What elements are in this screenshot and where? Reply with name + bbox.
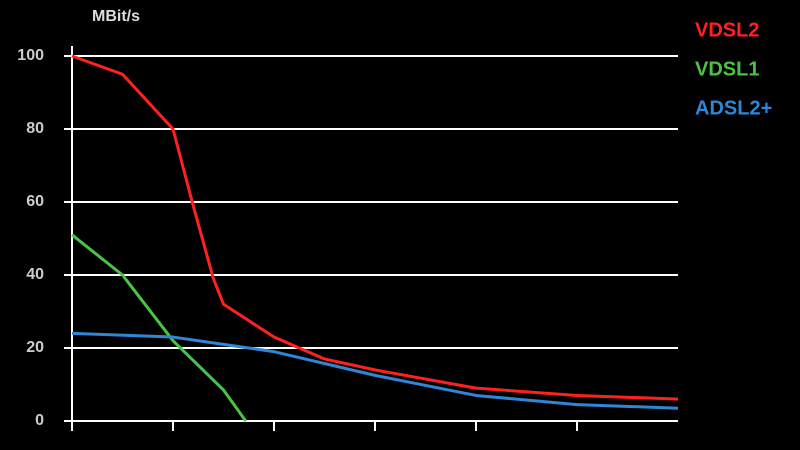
legend-label: ADSL2+ xyxy=(695,97,772,119)
y-tick-label: 100 xyxy=(17,47,44,64)
y-tick-label: 60 xyxy=(26,193,44,210)
y-tick-label: 40 xyxy=(26,266,44,283)
legend-label: VDSL1 xyxy=(695,58,759,80)
line xyxy=(71,331,679,410)
line xyxy=(71,54,679,401)
y-axis-label: MBit/s xyxy=(92,8,140,25)
legend-label: VDSL2 xyxy=(695,19,759,41)
y-tick-label: 80 xyxy=(26,120,44,137)
y-tick-label: 0 xyxy=(35,412,44,429)
line xyxy=(71,233,247,422)
y-tick-label: 20 xyxy=(26,339,44,356)
